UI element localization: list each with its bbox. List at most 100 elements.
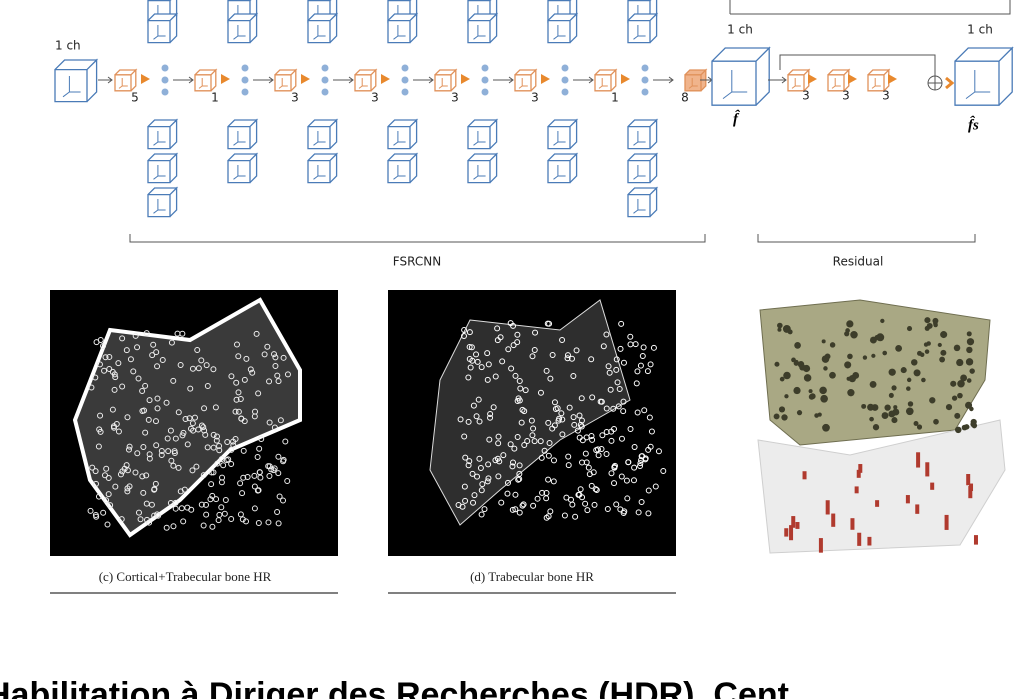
dot: [162, 77, 169, 84]
dot: [242, 65, 249, 72]
pore: [774, 413, 780, 419]
pore: [888, 411, 895, 418]
pore: [966, 347, 972, 353]
pore: [969, 407, 974, 412]
cube: [548, 14, 577, 43]
pore: [969, 368, 974, 373]
pore: [954, 413, 960, 419]
pore: [873, 424, 879, 430]
lesion: [875, 500, 879, 507]
dot: [642, 77, 649, 84]
activation: [848, 74, 857, 84]
cube: [308, 14, 337, 43]
pore: [871, 354, 875, 358]
activation: [461, 74, 470, 84]
lesion: [857, 533, 861, 546]
lesion: [795, 522, 799, 529]
pore: [814, 413, 819, 418]
page: 1 ch 1 ch 1 ch f̂ f̂s FSRCNN Residual (c…: [0, 0, 1030, 699]
pore: [956, 359, 963, 366]
kernel-size: 1: [211, 91, 219, 105]
kernel-size: 3: [531, 91, 539, 105]
residual-output-symbol: f̂s: [968, 115, 979, 133]
dot: [242, 77, 249, 84]
dot: [162, 65, 169, 72]
pore: [933, 419, 939, 425]
cube: [712, 48, 769, 105]
lesion: [930, 483, 934, 490]
cube: [148, 120, 177, 149]
pore: [809, 389, 813, 393]
caption: (c) Cortical+Trabecular bone HR: [99, 569, 272, 584]
pore: [914, 369, 921, 376]
pore: [882, 412, 889, 419]
fsrcnn-label: FSRCNN: [393, 255, 441, 269]
cube: [595, 70, 616, 91]
dot: [322, 77, 329, 84]
pore: [933, 321, 938, 326]
box-top: [730, 0, 1010, 14]
residual-out-channels: 1 ch: [967, 23, 993, 37]
pore: [849, 375, 856, 382]
dot: [562, 77, 569, 84]
pore: [911, 359, 918, 366]
pore: [777, 323, 783, 329]
pore: [845, 328, 850, 333]
pore: [822, 355, 830, 363]
pore: [880, 319, 884, 323]
pore: [830, 342, 835, 347]
dot: [562, 65, 569, 72]
lesion: [925, 462, 929, 476]
pore: [901, 367, 907, 373]
lesion: [916, 452, 920, 467]
arrow: [493, 77, 513, 83]
pore: [861, 404, 866, 409]
kernel-size: 3: [371, 91, 379, 105]
pore: [907, 326, 912, 331]
pore: [971, 419, 977, 425]
pore: [823, 366, 827, 370]
pore: [917, 351, 922, 356]
pore: [863, 355, 867, 359]
pore: [829, 372, 836, 379]
cube: [55, 60, 97, 102]
cube: [468, 14, 497, 43]
cube: [388, 120, 417, 149]
cube: [308, 154, 337, 183]
pore: [850, 331, 857, 338]
pore: [925, 349, 930, 354]
pore: [957, 393, 963, 399]
pore: [794, 342, 801, 349]
pore: [779, 406, 785, 412]
lesion: [968, 486, 972, 498]
lesion: [803, 471, 807, 479]
pore: [781, 414, 787, 420]
cube: [628, 14, 657, 43]
pore: [867, 404, 874, 411]
cube: [628, 188, 657, 217]
pore: [788, 329, 793, 334]
cube: [148, 188, 177, 217]
cube: [195, 70, 216, 91]
dot: [402, 89, 409, 96]
arrow: [946, 78, 952, 88]
pore: [954, 345, 961, 352]
pore: [822, 424, 830, 432]
pore: [939, 357, 945, 363]
pore: [908, 401, 913, 406]
cube: [228, 154, 257, 183]
pore: [907, 378, 911, 382]
activation: [381, 74, 390, 84]
lesion: [826, 500, 830, 514]
caption: (d) Trabecular bone HR: [470, 569, 594, 584]
pore: [952, 395, 957, 400]
dot: [482, 77, 489, 84]
pore: [783, 372, 791, 380]
cube: [148, 14, 177, 43]
arrow: [173, 77, 193, 83]
lesion: [850, 518, 854, 530]
pore: [967, 378, 972, 383]
dot: [482, 89, 489, 96]
pore: [889, 393, 894, 398]
cube: [388, 14, 417, 43]
